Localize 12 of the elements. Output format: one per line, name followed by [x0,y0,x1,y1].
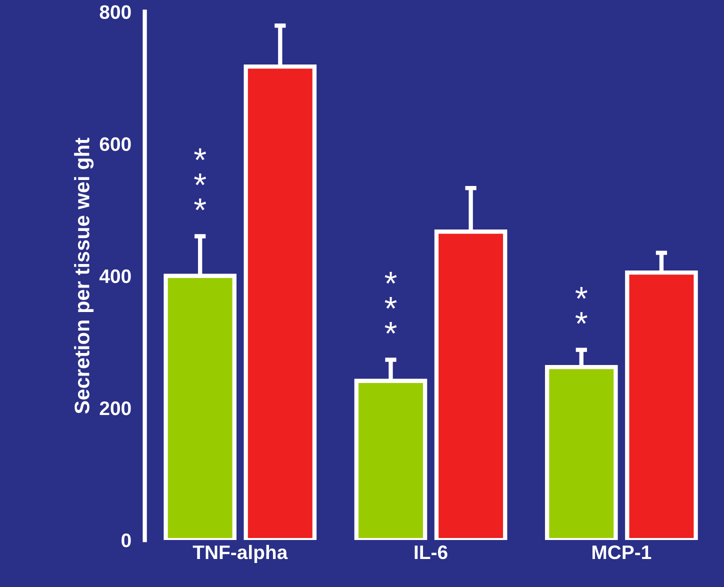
y-tick-label: 400 [99,269,131,284]
annotation: *** [384,272,397,334]
annotation: *** [194,148,206,210]
y-tick-label: 600 [100,137,131,152]
annotation: ** [575,287,588,324]
y-tick-label: 800 [100,5,131,19]
x-tick-label: MCP-1 [592,545,652,560]
x-tick-label: TNF-alpha [192,544,288,564]
x-tick-label: IL-6 [414,545,448,560]
y-tick-label: 200 [100,401,131,416]
y-axis-title: Secretion per tissue wei ght [74,138,94,414]
y-tick-label: 0 [122,534,131,548]
